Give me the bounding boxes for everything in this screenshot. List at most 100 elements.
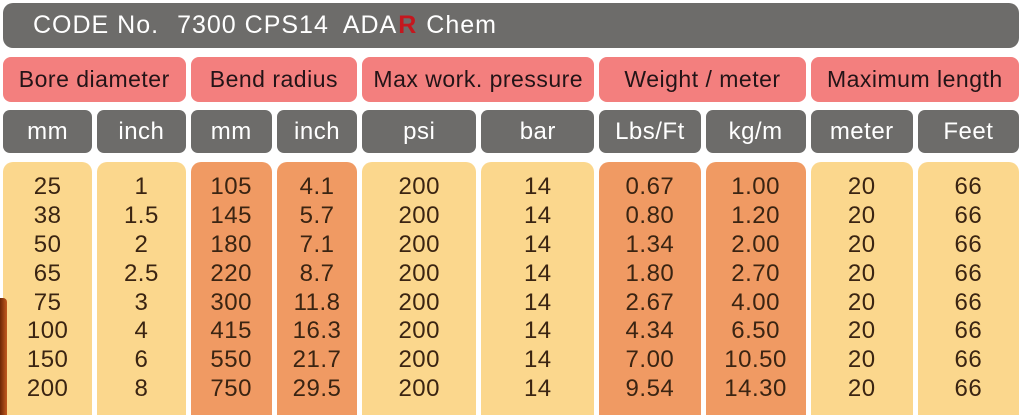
unit-header-weight-kgm: kg/m xyxy=(705,110,806,153)
data-cell: 10.50 xyxy=(724,346,787,374)
data-cell: 4 xyxy=(134,317,149,345)
data-cell: 6.50 xyxy=(731,317,780,345)
brand-prefix: ADA xyxy=(342,11,398,39)
data-cell: 66 xyxy=(954,317,983,345)
data-cell: 4.34 xyxy=(625,317,675,345)
data-cell: 4.00 xyxy=(731,288,780,316)
data-cell: 38 xyxy=(33,201,62,229)
data-cell: 20 xyxy=(847,230,876,258)
data-cell: 145 xyxy=(210,201,252,229)
unit-header-length-feet: Feet xyxy=(917,110,1019,153)
data-cell: 29.5 xyxy=(292,375,342,403)
data-cell: 150 xyxy=(26,346,69,374)
data-cell: 8.7 xyxy=(299,259,335,287)
data-cell: 0.67 xyxy=(625,173,675,200)
data-cell: 14.30 xyxy=(724,375,787,403)
column-weight-lbsft: 0.67 0.80 1.34 1.80 2.67 4.34 7.00 9.54 xyxy=(599,162,701,415)
unit-header-row: mm inch mm inch psi bar Lbs/Ft kg/m mete… xyxy=(3,110,1019,153)
data-cell: 200 xyxy=(398,259,440,287)
data-cell: 8 xyxy=(134,375,149,403)
data-cell: 2 xyxy=(134,230,149,258)
page-edge-artifact xyxy=(0,298,7,415)
data-cell: 25 xyxy=(33,173,62,200)
data-cell: 14 xyxy=(523,230,552,258)
data-cell: 2.70 xyxy=(731,259,780,287)
data-cell: 14 xyxy=(523,173,552,200)
data-cell: 2.67 xyxy=(625,288,675,316)
data-cell: 14 xyxy=(523,375,552,403)
data-cell: 20 xyxy=(847,173,876,200)
data-cell: 65 xyxy=(33,259,62,287)
group-header-weight-per-meter: Weight / meter xyxy=(599,57,806,102)
data-cell: 415 xyxy=(210,317,252,345)
data-cell: 220 xyxy=(210,259,252,287)
data-cell: 1 xyxy=(134,173,149,200)
data-cell: 6 xyxy=(134,346,149,374)
data-cell: 4.1 xyxy=(299,173,335,200)
data-cell: 2.00 xyxy=(731,230,780,258)
column-length-feet: 66 66 66 66 66 66 66 66 xyxy=(917,162,1019,415)
code-value: 7300 CPS14 xyxy=(177,11,329,39)
unit-header-bend-mm: mm xyxy=(190,110,272,153)
data-cell: 66 xyxy=(954,346,983,374)
code-bar: CODE No. 7300 CPS14 ADAR Chem xyxy=(3,3,1019,48)
data-cell: 200 xyxy=(398,288,440,316)
data-cell: 11.8 xyxy=(293,288,341,316)
group-header-maximum-length: Maximum length xyxy=(810,57,1019,102)
data-cell: 2.5 xyxy=(123,259,159,287)
data-cell: 200 xyxy=(398,201,440,229)
data-cell: 20 xyxy=(847,346,876,374)
data-cell: 66 xyxy=(954,375,983,403)
data-cell: 16.3 xyxy=(292,317,342,345)
unit-header-weight-lbsft: Lbs/Ft xyxy=(599,110,701,153)
data-cell: 14 xyxy=(523,288,552,316)
unit-header-bore-inch: inch xyxy=(97,110,186,153)
data-cell: 20 xyxy=(847,259,876,287)
unit-header-pressure-psi: psi xyxy=(362,110,477,153)
group-header-row: Bore diameter Bend radius Max work. pres… xyxy=(3,57,1019,102)
data-cell: 9.54 xyxy=(625,375,675,403)
data-cell: 1.5 xyxy=(123,201,159,229)
data-cell: 21.7 xyxy=(292,346,342,374)
data-cell: 20 xyxy=(847,201,876,229)
data-cell: 66 xyxy=(954,259,983,287)
data-cell: 200 xyxy=(398,173,440,200)
group-header-bore-diameter: Bore diameter xyxy=(3,57,186,102)
data-cell: 200 xyxy=(398,317,440,345)
data-cell: 20 xyxy=(847,288,876,316)
data-cell: 3 xyxy=(134,288,149,316)
data-cell: 200 xyxy=(398,346,440,374)
brand-name: ADAR Chem xyxy=(343,11,497,40)
data-cell: 5.7 xyxy=(299,201,335,229)
data-cell: 200 xyxy=(398,230,440,258)
column-weight-kgm: 1.00 1.20 2.00 2.70 4.00 6.50 10.50 14.30 xyxy=(705,162,806,415)
code-label: CODE No. xyxy=(33,11,160,39)
data-cell: 66 xyxy=(954,173,983,200)
group-header-bend-radius: Bend radius xyxy=(190,57,358,102)
column-bore-inch: 1 1.5 2 2.5 3 4 6 8 xyxy=(97,162,186,415)
unit-header-length-meter: meter xyxy=(810,110,913,153)
unit-header-pressure-bar: bar xyxy=(481,110,595,153)
table-body: 25 38 50 65 75 100 150 200 1 1.5 2 2.5 3 4 6 8 105 145 180… xyxy=(3,162,1019,415)
data-cell: 14 xyxy=(523,317,552,345)
data-cell: 14 xyxy=(523,201,552,229)
data-cell: 1.20 xyxy=(731,201,780,229)
column-bend-mm: 105 145 180 220 300 415 550 750 xyxy=(190,162,272,415)
data-cell: 66 xyxy=(954,230,983,258)
unit-header-bore-mm: mm xyxy=(3,110,93,153)
data-cell: 66 xyxy=(954,201,983,229)
data-cell: 75 xyxy=(33,288,62,316)
data-cell: 200 xyxy=(398,375,440,403)
column-bend-inch: 4.1 5.7 7.1 8.7 11.8 16.3 21.7 29.5 xyxy=(276,162,358,415)
data-cell: 105 xyxy=(210,173,252,200)
data-cell: 1.80 xyxy=(625,259,675,287)
data-cell: 180 xyxy=(210,230,252,258)
data-cell: 0.80 xyxy=(625,201,675,229)
data-cell: 14 xyxy=(523,259,552,287)
data-cell: 100 xyxy=(26,317,69,345)
data-cell: 20 xyxy=(847,375,876,403)
data-cell: 550 xyxy=(210,346,252,374)
brand-r-logo: R xyxy=(398,11,418,39)
data-cell: 66 xyxy=(954,288,983,316)
data-cell: 200 xyxy=(26,375,69,403)
